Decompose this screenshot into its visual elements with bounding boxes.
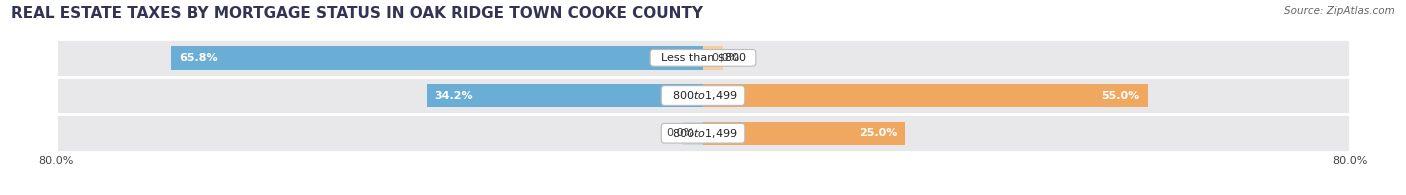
- Bar: [56, 114, 1350, 152]
- Bar: [703, 121, 905, 145]
- Text: $800 to $1,499: $800 to $1,499: [665, 127, 741, 140]
- Text: $800 to $1,499: $800 to $1,499: [665, 89, 741, 102]
- Text: 55.0%: 55.0%: [1101, 90, 1140, 101]
- Bar: [56, 39, 1350, 77]
- Text: Source: ZipAtlas.com: Source: ZipAtlas.com: [1284, 6, 1395, 16]
- Bar: [172, 46, 703, 70]
- Text: 25.0%: 25.0%: [859, 128, 897, 138]
- Text: 0.0%: 0.0%: [711, 53, 740, 63]
- Text: Less than $800: Less than $800: [654, 53, 752, 63]
- Bar: [56, 77, 1350, 114]
- Bar: [703, 46, 723, 70]
- Text: 65.8%: 65.8%: [179, 53, 218, 63]
- Text: 0.0%: 0.0%: [666, 128, 695, 138]
- Bar: [683, 121, 703, 145]
- Text: REAL ESTATE TAXES BY MORTGAGE STATUS IN OAK RIDGE TOWN COOKE COUNTY: REAL ESTATE TAXES BY MORTGAGE STATUS IN …: [11, 6, 703, 21]
- Text: 34.2%: 34.2%: [434, 90, 474, 101]
- Bar: [426, 84, 703, 107]
- Bar: [703, 84, 1147, 107]
